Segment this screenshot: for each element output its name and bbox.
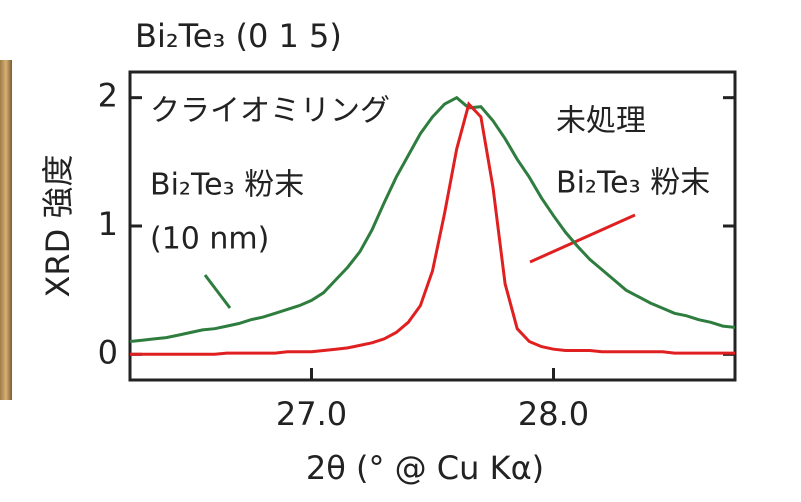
leader-line [530, 215, 635, 262]
annotation: (10 nm) [150, 222, 269, 257]
annotation: Bi₂Te₃ 粉末 [150, 168, 304, 203]
x-tick-label: 27.0 [276, 395, 347, 433]
x-axis-label: 2θ (° @ Cu Kα) [306, 449, 544, 487]
annotation: クライオミリング [150, 94, 390, 129]
photo-edge [0, 60, 12, 400]
annotation: Bi₂Te₃ 粉末 [556, 166, 710, 201]
y-tick-label: 0 [98, 333, 118, 371]
y-tick-label: 1 [98, 205, 118, 243]
chart-title: Bi₂Te₃ (0 1 5) [135, 17, 342, 55]
chart: Bi₂Te₃ (0 1 5) 2θ (° @ Cu Kα) XRD 強度 クライ… [0, 0, 801, 498]
y-tick-label: 2 [98, 77, 118, 115]
x-tick-label: 28.0 [518, 395, 589, 433]
y-axis-label: XRD 強度 [39, 155, 77, 298]
annotation: 未処理 [556, 104, 646, 139]
leader-line [205, 275, 230, 308]
